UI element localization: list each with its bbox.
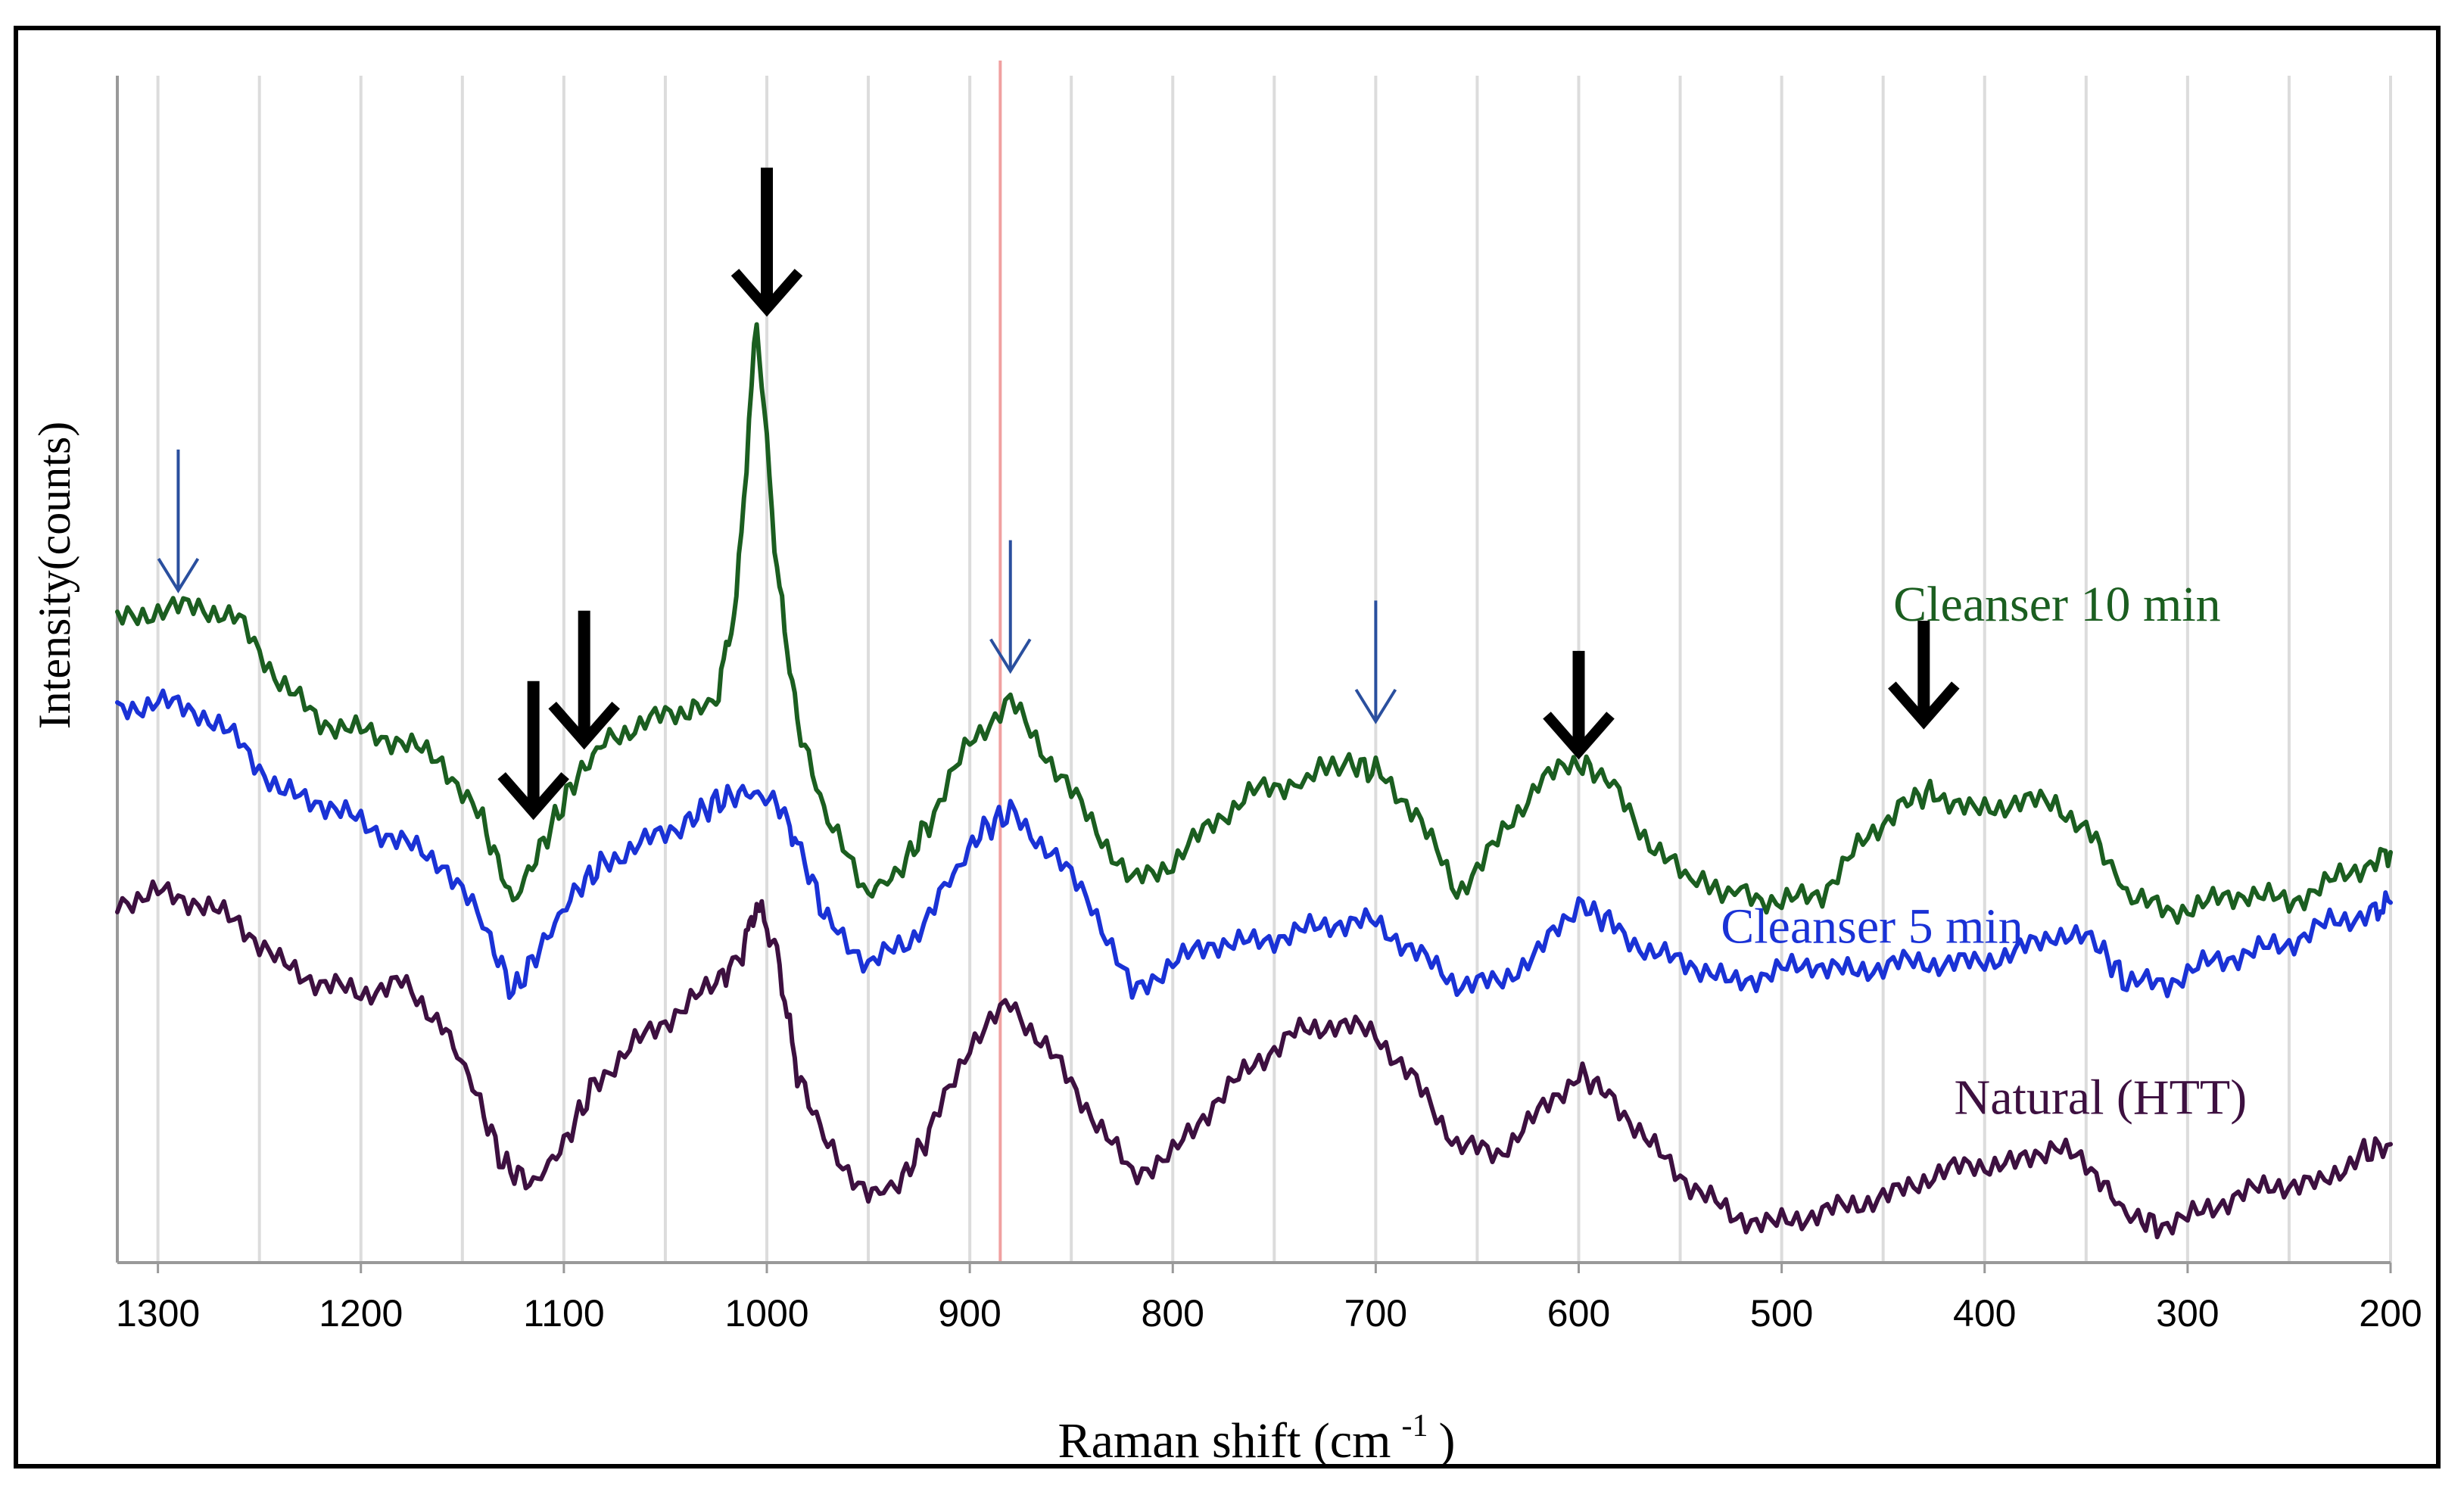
x-tick-label: 400 [1953, 1292, 2016, 1335]
series-line-cleanser-5-min [115, 688, 2393, 1000]
x-axis-title-sup: -1 [1401, 1409, 1428, 1444]
x-tick-label: 800 [1142, 1292, 1204, 1335]
x-axis-title-end: ) [1438, 1413, 1455, 1469]
series-line-cleanser-10-min [115, 322, 2393, 925]
series-lines [115, 322, 2393, 1240]
x-tick-label: 300 [2156, 1292, 2219, 1335]
y-axis-title: Intensity(counts) [30, 422, 79, 730]
x-tick-label: 900 [938, 1292, 1001, 1335]
bold-arrow-head [497, 772, 569, 821]
series-line-natural-htt [115, 879, 2393, 1240]
thin-arrow-head [157, 558, 200, 593]
x-tick-label: 1000 [724, 1292, 808, 1335]
x-tick-label: 600 [1547, 1292, 1610, 1335]
series-label-cleanser-5-min: Cleanser 5 min [1721, 899, 2023, 955]
x-tick-label: 1200 [319, 1292, 403, 1335]
series-labels: Cleanser 10 min Cleanser 5 min Natural (HT… [1721, 577, 2247, 1126]
x-tick-label: 1100 [523, 1292, 605, 1335]
series-label-natural-htt: Natural (HTT) [1955, 1070, 2248, 1126]
bold-arrow-head [1543, 712, 1615, 760]
x-tick-label: 1300 [116, 1292, 200, 1335]
series-label-cleanser-10-min: Cleanser 10 min [1893, 577, 2221, 632]
bold-arrow-head [548, 701, 620, 750]
x-ticks: 1300 1200 1100 1000 900 800 700 600 500 400 300 200 [116, 1263, 2422, 1335]
bold-arrow-head [1888, 681, 1960, 730]
x-tick-label: 200 [2359, 1292, 2422, 1335]
bold-arrow-head [730, 269, 803, 317]
x-tick-label: 700 [1344, 1292, 1407, 1335]
figure-frame [14, 26, 2441, 1469]
thin-arrow-head [989, 638, 1032, 674]
peak-arrows [157, 167, 1960, 821]
x-axis-title-main: Raman shift (cm [1058, 1413, 1391, 1469]
x-axis-title: Raman shift (cm -1) [1058, 1409, 1456, 1469]
thin-arrow-head [1354, 688, 1397, 724]
x-tick-label: 500 [1750, 1292, 1813, 1335]
